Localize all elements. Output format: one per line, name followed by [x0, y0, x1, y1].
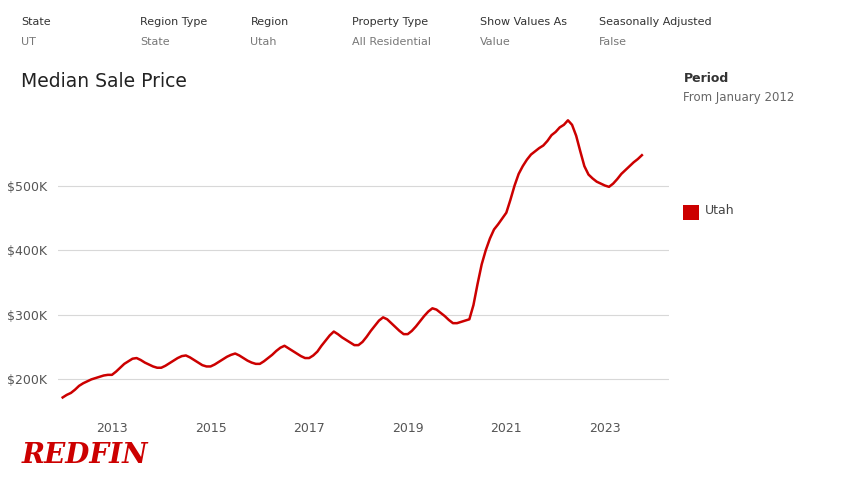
Text: Period: Period [683, 72, 728, 85]
Text: Utah: Utah [705, 204, 734, 217]
Text: Show Values As: Show Values As [480, 17, 566, 27]
Text: False: False [599, 37, 627, 47]
Text: Utah: Utah [250, 37, 277, 47]
Text: State: State [140, 37, 170, 47]
Text: Region Type: Region Type [140, 17, 207, 27]
Text: From January 2012: From January 2012 [683, 91, 795, 104]
Text: REDFIN: REDFIN [21, 442, 148, 469]
Text: Seasonally Adjusted: Seasonally Adjusted [599, 17, 711, 27]
Text: Region: Region [250, 17, 289, 27]
Text: Median Sale Price: Median Sale Price [21, 72, 187, 91]
Text: Property Type: Property Type [352, 17, 429, 27]
Text: State: State [21, 17, 51, 27]
Text: Value: Value [480, 37, 510, 47]
Text: All Residential: All Residential [352, 37, 431, 47]
Text: UT: UT [21, 37, 37, 47]
